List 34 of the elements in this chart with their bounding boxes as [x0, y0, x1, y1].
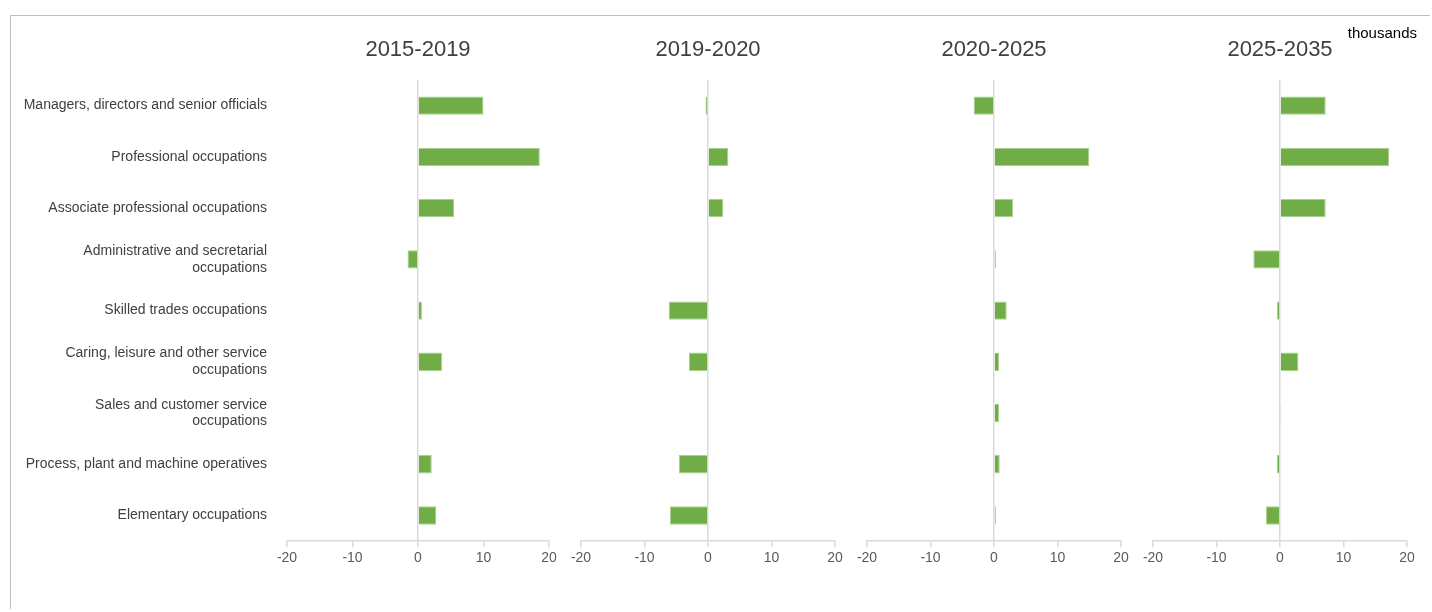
chart-title: 2015-2019 [365, 36, 471, 62]
chart-title: 2020-2025 [941, 36, 1047, 62]
y-tick-label: Sales and customer service occupations [95, 395, 268, 429]
x-tick-label: -10 [1206, 549, 1227, 566]
x-tick-label: 10 [1049, 549, 1066, 566]
x-tick-label: 20 [1399, 549, 1415, 566]
y-tick-label: Managers, directors and senior officials [23, 96, 267, 113]
x-tick-label: -20 [1142, 549, 1164, 566]
x-tick-label: 0 [414, 549, 423, 566]
x-tick-label: -20 [276, 549, 298, 566]
chart-title: 2025-2035 [1227, 36, 1333, 62]
x-tick-label: 0 [990, 549, 999, 566]
x-tick-label: 0 [704, 549, 713, 566]
y-tick-label: Process, plant and machine operatives [25, 455, 267, 472]
y-tick-label: Elementary occupations [117, 506, 267, 523]
x-tick-label: 10 [1335, 549, 1352, 566]
x-tick-label: -10 [342, 549, 363, 566]
x-tick-label: -20 [570, 549, 592, 566]
x-tick-label: 20 [1113, 549, 1129, 566]
x-tick-label: 20 [827, 549, 843, 566]
x-tick-label: -10 [634, 549, 655, 566]
x-tick-label: 10 [475, 549, 492, 566]
y-tick-label: Caring, leisure and other service occupations [65, 344, 268, 378]
y-tick-label: Skilled trades occupations [104, 301, 267, 318]
text: thousands [1347, 24, 1417, 41]
y-tick-label: Associate professional occupations [48, 198, 267, 215]
x-tick-label: -20 [856, 549, 878, 566]
x-tick-label: 10 [763, 549, 780, 566]
chart-title: 2019-2020 [655, 36, 761, 62]
x-tick-label: -10 [920, 549, 941, 566]
x-tick-label: 20 [541, 549, 557, 566]
y-tick-label: Administrative and secretarial occupations [83, 241, 267, 275]
y-tick-label: Professional occupations [111, 147, 267, 164]
x-tick-label: 0 [1276, 549, 1285, 566]
